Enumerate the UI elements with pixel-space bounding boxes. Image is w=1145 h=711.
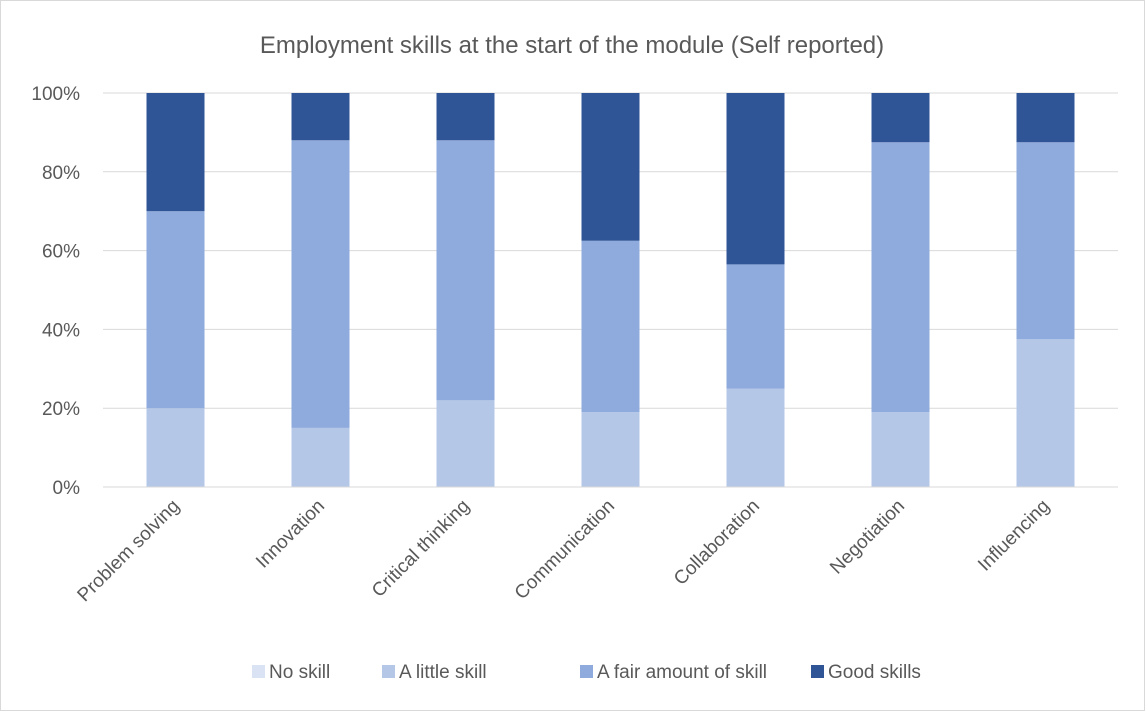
bar-segment-good-skills-communication xyxy=(581,93,640,241)
bar-segment-good-skills-collaboration xyxy=(726,93,785,265)
bar-segment-a-fair-amount-of-skill-negotiation xyxy=(871,142,930,413)
legend-swatch xyxy=(811,665,824,678)
bar-segment-a-little-skill-problem-solving xyxy=(146,408,205,487)
x-axis-labels: Problem solving Innovation Critical thinki… xyxy=(74,496,1054,606)
bar-segment-a-fair-amount-of-skill-problem-solving xyxy=(146,211,205,409)
y-tick-label: 60% xyxy=(42,242,80,263)
legend-label: A fair amount of skill xyxy=(597,662,767,683)
bars xyxy=(146,93,1075,487)
x-tick-label: Influencing xyxy=(974,496,1054,576)
x-tick-label: Communication xyxy=(511,496,619,604)
bar-segment-a-fair-amount-of-skill-communication xyxy=(581,240,640,413)
bar-segment-a-little-skill-influencing xyxy=(1016,339,1075,487)
y-tick-label: 20% xyxy=(42,399,80,420)
bar-segment-a-little-skill-innovation xyxy=(291,427,350,487)
legend-swatch xyxy=(580,665,593,678)
chart-title: Employment skills at the start of the mo… xyxy=(260,32,884,59)
bar-segment-a-little-skill-critical-thinking xyxy=(436,400,495,487)
bar-segment-a-fair-amount-of-skill-innovation xyxy=(291,140,350,428)
bar-segment-a-fair-amount-of-skill-influencing xyxy=(1016,142,1075,340)
bar-segment-a-fair-amount-of-skill-critical-thinking xyxy=(436,140,495,401)
x-tick-label: Negotiation xyxy=(826,496,909,579)
x-tick-label: Innovation xyxy=(252,496,329,573)
bar-segment-good-skills-critical-thinking xyxy=(436,93,495,141)
y-axis-ticks: 0% 20% 40% 60% 80% 100% xyxy=(31,84,80,499)
bar-segment-good-skills-problem-solving xyxy=(146,93,205,212)
legend-label: Good skills xyxy=(828,662,921,683)
bar-segment-a-little-skill-negotiation xyxy=(871,412,930,487)
legend-label: No skill xyxy=(269,662,330,683)
y-tick-label: 0% xyxy=(53,478,81,499)
legend-swatch xyxy=(252,665,265,678)
y-tick-label: 40% xyxy=(42,320,80,341)
legend: No skill A little skill A fair amount of s… xyxy=(252,662,921,683)
bar-segment-good-skills-negotiation xyxy=(871,93,930,143)
legend-swatch xyxy=(382,665,395,678)
bar-segment-good-skills-innovation xyxy=(291,93,350,141)
bar-segment-good-skills-influencing xyxy=(1016,93,1075,143)
bar-segment-a-little-skill-collaboration xyxy=(726,388,785,487)
bar-segment-a-little-skill-communication xyxy=(581,412,640,487)
x-tick-label: Problem solving xyxy=(74,496,184,606)
y-tick-label: 100% xyxy=(31,84,80,105)
y-tick-label: 80% xyxy=(42,163,80,184)
x-tick-label: Critical thinking xyxy=(368,496,474,602)
bar-segment-a-fair-amount-of-skill-collaboration xyxy=(726,264,785,389)
legend-label: A little skill xyxy=(399,662,487,683)
x-tick-label: Collaboration xyxy=(670,496,764,590)
